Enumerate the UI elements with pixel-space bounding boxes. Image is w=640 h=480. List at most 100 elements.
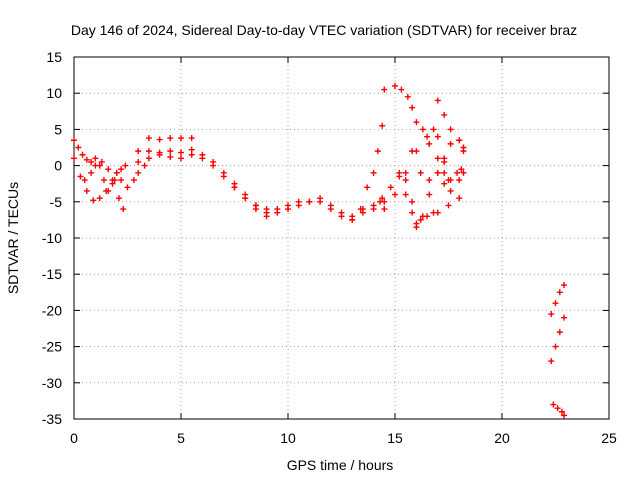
data-point bbox=[456, 195, 463, 202]
data-point bbox=[558, 408, 565, 415]
data-point bbox=[285, 202, 291, 209]
data-point bbox=[381, 86, 388, 93]
data-point bbox=[120, 206, 127, 213]
data-point bbox=[141, 162, 148, 169]
data-point bbox=[402, 177, 409, 184]
data-point bbox=[90, 197, 97, 204]
data-point bbox=[167, 135, 174, 142]
data-point bbox=[413, 119, 420, 126]
data-point bbox=[398, 86, 405, 93]
data-point bbox=[199, 151, 206, 158]
series-track-i bbox=[381, 126, 452, 213]
data-point bbox=[188, 151, 195, 158]
data-point bbox=[424, 133, 431, 140]
data-point bbox=[460, 148, 467, 155]
data-point bbox=[327, 202, 334, 209]
data-point bbox=[434, 169, 441, 176]
data-point bbox=[210, 158, 217, 165]
data-point bbox=[419, 126, 426, 133]
x-tick-label: 20 bbox=[494, 430, 510, 446]
data-point bbox=[447, 126, 454, 133]
series-track-n bbox=[409, 148, 467, 194]
data-point bbox=[456, 137, 463, 144]
data-point bbox=[88, 169, 95, 176]
data-point bbox=[409, 104, 416, 111]
data-point bbox=[178, 135, 184, 142]
data-point bbox=[83, 156, 90, 163]
data-point bbox=[402, 169, 409, 176]
x-tick-label: 15 bbox=[387, 430, 403, 446]
data-point bbox=[456, 177, 463, 184]
series-track-p bbox=[548, 314, 568, 365]
data-point bbox=[441, 155, 448, 162]
data-point bbox=[387, 184, 394, 191]
data-point bbox=[426, 140, 433, 147]
data-point bbox=[92, 155, 99, 162]
series-track-k bbox=[381, 82, 465, 184]
data-point bbox=[552, 343, 559, 350]
data-point bbox=[374, 148, 381, 155]
data-point bbox=[118, 177, 125, 184]
data-point bbox=[379, 122, 386, 129]
y-tick-label: -30 bbox=[42, 375, 62, 391]
data-point bbox=[92, 162, 99, 169]
y-axis-label: SDTVAR / TECUs bbox=[5, 182, 21, 294]
grid bbox=[74, 57, 609, 419]
data-point bbox=[349, 213, 356, 220]
data-point bbox=[113, 169, 120, 176]
series-track-a bbox=[71, 137, 129, 194]
x-tick-label: 5 bbox=[177, 430, 185, 446]
series-track-g bbox=[231, 184, 384, 223]
data-point bbox=[409, 198, 416, 205]
series-track-c bbox=[81, 158, 127, 213]
x-tick-label: 0 bbox=[70, 430, 78, 446]
data-point bbox=[409, 148, 416, 155]
series-track-j bbox=[379, 169, 463, 227]
data-point bbox=[426, 177, 433, 184]
data-point bbox=[370, 206, 377, 213]
data-point bbox=[295, 198, 302, 205]
data-point bbox=[556, 329, 563, 336]
data-point bbox=[561, 282, 568, 289]
chart-title: Day 146 of 2024, Sidereal Day-to-day VTE… bbox=[71, 22, 577, 38]
data-point bbox=[145, 148, 152, 155]
data-point bbox=[548, 311, 555, 318]
data-point bbox=[441, 169, 448, 176]
data-point bbox=[178, 149, 184, 156]
series-track-l bbox=[396, 137, 467, 231]
data-point bbox=[447, 187, 454, 194]
y-tick-label: -10 bbox=[42, 230, 62, 246]
data-point bbox=[135, 148, 142, 155]
data-point bbox=[430, 126, 437, 133]
data-point bbox=[263, 206, 270, 213]
data-point bbox=[231, 184, 238, 191]
data-point bbox=[381, 206, 388, 213]
data-point bbox=[83, 187, 90, 194]
data-point bbox=[445, 202, 452, 209]
y-tick-label: -5 bbox=[50, 194, 63, 210]
y-tick-label: -20 bbox=[42, 302, 62, 318]
data-point bbox=[556, 289, 563, 296]
data-point bbox=[548, 358, 555, 365]
data-point bbox=[115, 195, 122, 202]
data-point bbox=[458, 166, 465, 173]
y-tick-label: 10 bbox=[46, 85, 62, 101]
series-track-e bbox=[135, 146, 270, 213]
axis-ticks: 0 5 10 15 20 25 15 10 5 0 -5 -10 -15 -20 -25 -30 -35 bbox=[42, 49, 617, 446]
data-point bbox=[434, 209, 441, 216]
data-point bbox=[252, 206, 259, 213]
data-point bbox=[441, 180, 448, 187]
data-point bbox=[447, 140, 454, 147]
data-point bbox=[402, 191, 409, 198]
data-point bbox=[178, 155, 184, 162]
data-point bbox=[434, 97, 441, 104]
data-point bbox=[370, 169, 377, 176]
data-point bbox=[103, 187, 110, 194]
x-tick-label: 10 bbox=[280, 430, 296, 446]
series-track-q bbox=[550, 401, 568, 419]
data-point bbox=[118, 166, 125, 173]
data-point bbox=[145, 155, 152, 162]
data-point bbox=[130, 177, 137, 184]
data-point bbox=[242, 195, 249, 202]
data-point bbox=[124, 184, 131, 191]
